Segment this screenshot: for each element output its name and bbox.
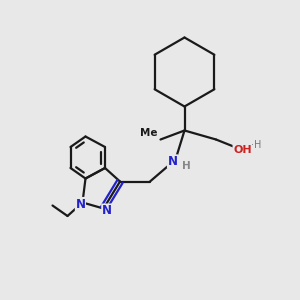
Text: ·H: ·H — [251, 140, 262, 150]
Text: N: N — [75, 197, 85, 211]
Text: Me: Me — [140, 128, 157, 139]
Text: N: N — [167, 155, 178, 168]
Text: H: H — [182, 161, 191, 171]
Text: OH: OH — [233, 145, 252, 155]
Text: N: N — [102, 204, 112, 217]
